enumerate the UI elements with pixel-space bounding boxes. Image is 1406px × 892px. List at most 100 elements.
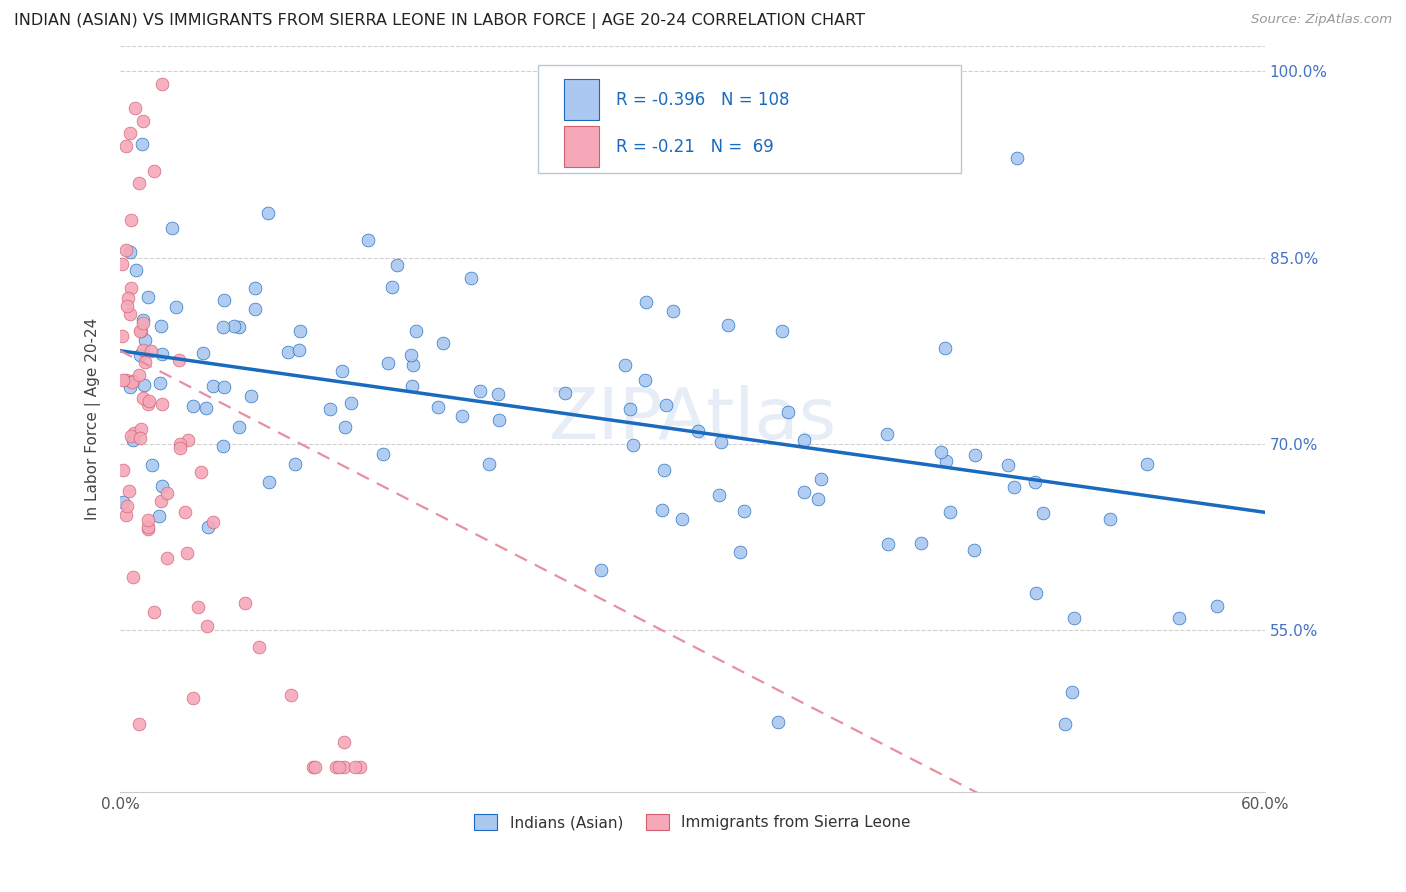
Point xyxy=(280,688,302,702)
Point xyxy=(112,374,135,388)
Point xyxy=(257,475,280,490)
Point xyxy=(120,281,142,295)
Point xyxy=(405,324,427,338)
Point xyxy=(202,379,225,393)
Point xyxy=(554,386,576,401)
Point xyxy=(115,299,138,313)
Point xyxy=(1062,684,1084,698)
Point xyxy=(243,302,266,317)
Point xyxy=(401,378,423,392)
Text: Source: ZipAtlas.com: Source: ZipAtlas.com xyxy=(1251,13,1392,27)
Point xyxy=(963,543,986,558)
Point xyxy=(149,493,172,508)
Point xyxy=(1063,611,1085,625)
Point xyxy=(387,258,409,272)
Point xyxy=(934,341,956,355)
Text: INDIAN (ASIAN) VS IMMIGRANTS FROM SIERRA LEONE IN LABOR FORCE | AGE 20-24 CORREL: INDIAN (ASIAN) VS IMMIGRANTS FROM SIERRA… xyxy=(14,13,865,29)
Point xyxy=(132,312,155,326)
Point xyxy=(150,347,173,361)
Point xyxy=(176,546,198,560)
Point xyxy=(377,355,399,369)
Point xyxy=(1025,586,1047,600)
Point xyxy=(330,363,353,377)
Point xyxy=(1032,506,1054,520)
Point xyxy=(143,605,166,619)
Point xyxy=(128,368,150,382)
Point xyxy=(114,508,136,522)
Point xyxy=(118,126,141,140)
Point xyxy=(115,500,138,514)
Point xyxy=(621,438,644,452)
Point xyxy=(222,319,245,334)
Point xyxy=(340,395,363,409)
FancyBboxPatch shape xyxy=(564,79,599,120)
Point xyxy=(181,399,204,413)
Point xyxy=(136,520,159,534)
Point xyxy=(929,445,952,459)
Point xyxy=(335,420,357,434)
Point xyxy=(288,343,311,357)
Point xyxy=(793,433,815,447)
Point xyxy=(194,401,217,416)
FancyBboxPatch shape xyxy=(538,65,962,173)
Point xyxy=(1206,599,1229,613)
Point xyxy=(150,479,173,493)
Point xyxy=(148,509,170,524)
Point xyxy=(141,458,163,473)
Point xyxy=(399,348,422,362)
Point xyxy=(228,420,250,434)
Point xyxy=(111,329,134,343)
Point xyxy=(131,316,153,330)
Point xyxy=(167,352,190,367)
Point xyxy=(120,244,142,259)
Point xyxy=(128,176,150,190)
Point xyxy=(357,233,380,247)
Point xyxy=(114,138,136,153)
Point xyxy=(165,300,187,314)
Point xyxy=(128,349,150,363)
Point xyxy=(1168,611,1191,625)
Point xyxy=(202,515,225,529)
Point xyxy=(651,502,673,516)
Point xyxy=(373,447,395,461)
Point xyxy=(121,374,143,388)
Point xyxy=(332,760,354,774)
Point xyxy=(138,394,160,409)
Point xyxy=(710,434,733,449)
Point xyxy=(125,262,148,277)
Point xyxy=(655,398,678,412)
Point xyxy=(478,457,501,471)
Point xyxy=(129,431,152,445)
Point xyxy=(1024,475,1046,490)
Point xyxy=(277,345,299,359)
Point xyxy=(652,463,675,477)
Point xyxy=(935,454,957,468)
Point xyxy=(488,413,510,427)
Point xyxy=(939,505,962,519)
Point xyxy=(143,163,166,178)
Point xyxy=(793,484,815,499)
Point xyxy=(349,760,371,774)
Point xyxy=(671,511,693,525)
Point xyxy=(233,596,256,610)
Point xyxy=(460,270,482,285)
Point xyxy=(589,563,612,577)
Point xyxy=(634,373,657,387)
Point xyxy=(117,291,139,305)
Point xyxy=(997,458,1019,472)
Point xyxy=(432,335,454,350)
Point xyxy=(284,457,307,471)
Point xyxy=(169,437,191,451)
Point xyxy=(122,433,145,447)
Point xyxy=(451,409,474,423)
Point xyxy=(132,391,155,405)
Point xyxy=(118,483,141,498)
Point xyxy=(910,536,932,550)
Point xyxy=(733,504,755,518)
Y-axis label: In Labor Force | Age 20-24: In Labor Force | Age 20-24 xyxy=(86,318,101,520)
Point xyxy=(124,425,146,440)
Point xyxy=(619,402,641,417)
Point xyxy=(120,380,142,394)
Point xyxy=(111,257,134,271)
Point xyxy=(176,433,198,447)
